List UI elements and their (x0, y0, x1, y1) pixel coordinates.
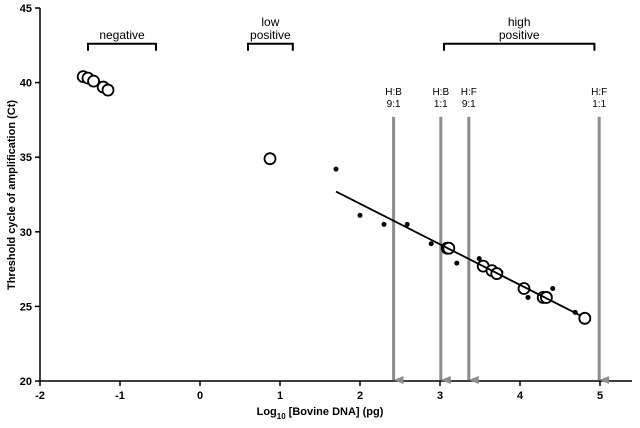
y-tick-label: 40 (20, 78, 32, 90)
x-label-rest: [Bovine DNA] (pg) (289, 406, 384, 418)
x-tick-label: -1 (115, 390, 125, 402)
y-tick-label: 20 (20, 376, 32, 388)
filled-point (381, 221, 387, 227)
x-tick-label: -2 (35, 390, 45, 402)
x-label-main: Log (257, 406, 277, 418)
arrow-label: 9:1 (387, 99, 401, 110)
filled-point (333, 166, 339, 172)
arrow-label: H:F (461, 87, 477, 98)
filled-point (476, 256, 482, 262)
x-axis-label: Log10 [Bovine DNA] (pg) (257, 406, 384, 421)
filled-point (525, 294, 531, 300)
bracket (443, 42, 596, 51)
arrow-label: 1:1 (592, 99, 606, 110)
bracket (247, 42, 294, 51)
bracket-label: low (261, 15, 279, 29)
filled-point (404, 221, 410, 227)
x-tick-label: 1 (277, 390, 283, 402)
regression-line (335, 190, 581, 317)
open-point (87, 74, 100, 88)
open-point (263, 152, 277, 166)
open-point (101, 83, 115, 97)
x-label-sub: 10 (277, 412, 286, 421)
arrow-label: 9:1 (462, 99, 476, 110)
bracket-label: high (508, 15, 531, 29)
bracket-label: negative (99, 28, 145, 42)
x-tick-label: 0 (197, 390, 203, 402)
y-tick-label: 35 (20, 152, 32, 164)
filled-point (454, 260, 460, 266)
x-tick-label: 3 (437, 390, 443, 402)
bracket (87, 42, 157, 51)
filled-point (550, 285, 556, 291)
bracket-label: positive (250, 28, 291, 42)
arrow-label: H:B (385, 87, 402, 98)
bracket-label: positive (499, 28, 540, 42)
arrow-label: 1:1 (434, 99, 448, 110)
arrow-label: H:B (432, 87, 449, 98)
filled-point (357, 212, 363, 218)
y-tick-label: 25 (20, 301, 32, 313)
x-tick-label: 5 (597, 390, 603, 402)
filled-point (428, 241, 434, 247)
y-tick-label: 30 (20, 227, 32, 239)
x-tick-label: 2 (357, 390, 363, 402)
y-axis-label: Threshold cycle of amplification (Ct) (6, 100, 18, 290)
x-tick-label: 4 (517, 390, 524, 402)
open-point (578, 311, 592, 325)
arrow-label: H:F (591, 87, 607, 98)
y-tick-label: 45 (20, 3, 32, 15)
